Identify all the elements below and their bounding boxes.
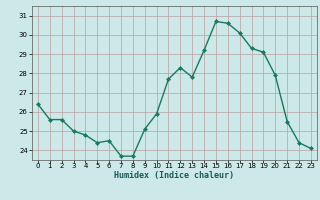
X-axis label: Humidex (Indice chaleur): Humidex (Indice chaleur) bbox=[115, 171, 234, 180]
